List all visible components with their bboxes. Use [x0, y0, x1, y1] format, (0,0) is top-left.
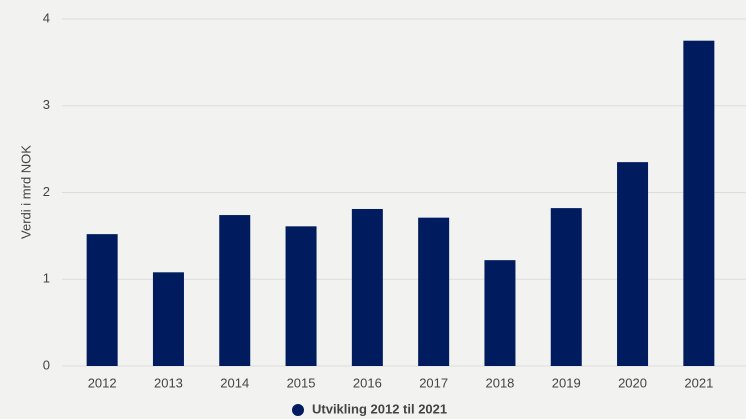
legend-swatch: [292, 404, 304, 416]
legend-label: Utvikling 2012 til 2021: [312, 401, 447, 416]
bar: [285, 226, 317, 366]
bar: [617, 162, 649, 366]
x-tick-label: 2016: [353, 375, 382, 390]
bar: [152, 272, 184, 366]
x-tick-label: 2021: [684, 375, 713, 390]
x-tick-label: 2017: [419, 375, 448, 390]
bar: [418, 217, 450, 366]
bar: [351, 208, 383, 366]
y-tick-label: 1: [43, 271, 50, 286]
bar: [550, 208, 582, 366]
x-tick-label: 2018: [485, 375, 514, 390]
bar: [484, 260, 516, 366]
y-axis-label: Verdi i mrd NOK: [18, 145, 33, 239]
y-tick-label: 0: [43, 357, 50, 372]
x-tick-label: 2020: [618, 375, 647, 390]
bar: [86, 234, 118, 366]
y-tick-label: 4: [43, 10, 50, 25]
bar: [219, 215, 251, 366]
y-tick-label: 3: [43, 97, 50, 112]
x-tick-label: 2015: [287, 375, 316, 390]
x-tick-label: 2012: [88, 375, 117, 390]
x-tick-label: 2014: [220, 375, 249, 390]
y-tick-label: 2: [43, 184, 50, 199]
x-tick-label: 2013: [154, 375, 183, 390]
bar: [683, 40, 715, 366]
x-tick-label: 2019: [552, 375, 581, 390]
